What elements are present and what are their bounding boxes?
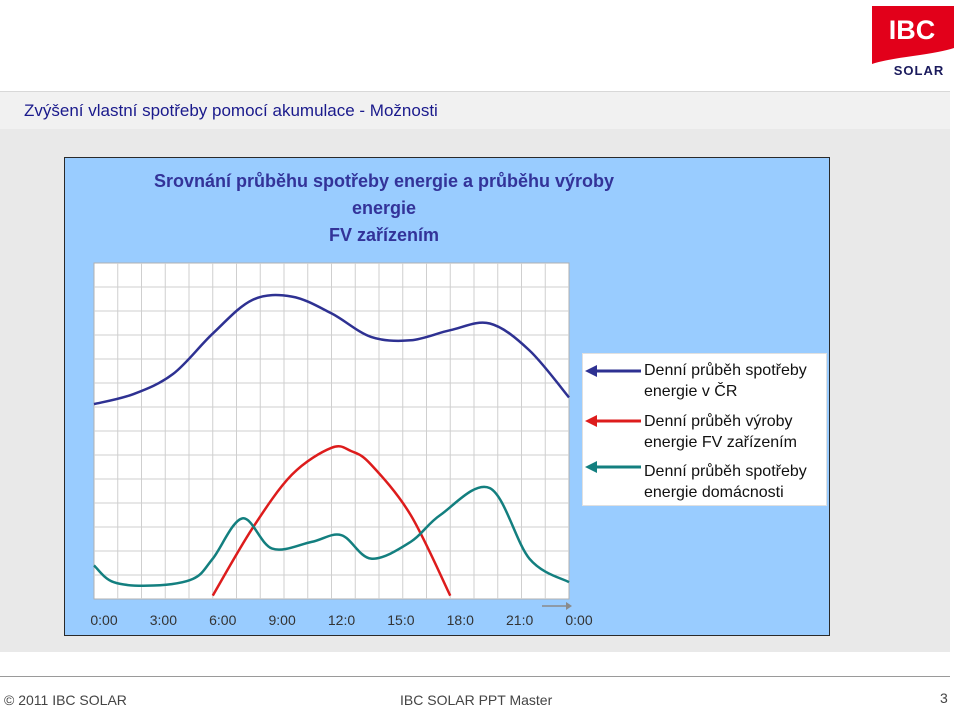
legend-markers — [585, 365, 641, 473]
page-title: Zvýšení vlastní spotřeby pomocí akumulac… — [24, 101, 438, 120]
chart-title: Srovnání průběhu spotřeby energie a průb… — [134, 168, 634, 249]
chart-title-line2: FV zařízením — [328, 225, 440, 245]
x-tick-label: 9:00 — [269, 612, 296, 628]
x-tick-label: 15:0 — [387, 612, 414, 628]
x-axis-ticks: 0:00 3:00 6:00 9:00 12:0 15:0 18:0 21:0 0:00 — [90, 612, 592, 628]
x-axis-arrow — [542, 602, 572, 610]
x-tick-label: 3:00 — [150, 612, 177, 628]
x-tick-label: 0:00 — [565, 612, 592, 628]
legend-marker-cr — [585, 365, 641, 377]
series-line-fv-production — [211, 445, 452, 597]
ibc-solar-logo-graphic: IBC SOLAR — [872, 6, 954, 78]
chart-title-line1: Srovnání průběhu spotřeby energie a průb… — [153, 171, 615, 218]
x-tick-label: 12:0 — [328, 612, 355, 628]
footer-copyright: © 2011 IBC SOLAR — [4, 692, 127, 708]
title-band — [0, 91, 950, 130]
x-tick-label: 6:00 — [209, 612, 236, 628]
legend-marker-fv — [585, 415, 641, 427]
x-tick-label: 21:0 — [506, 612, 533, 628]
x-tick-label: 0:00 — [90, 612, 117, 628]
footer-divider — [0, 676, 950, 677]
logo-brand-top: IBC — [889, 15, 936, 45]
series-line-cr-consumption — [93, 293, 570, 406]
legend-label-household: Denní průběh spotřeby energie domácnosti — [644, 463, 807, 501]
grid — [94, 263, 569, 599]
legend-label-cr: Denní průběh spotřeby energie v ČR — [644, 362, 807, 400]
axis-arrow-head — [566, 602, 572, 610]
logo-red-shape — [872, 6, 954, 64]
chart-legend: Denní průběh spotřeby energie v ČR Denní… — [582, 353, 827, 506]
page-number: 3 — [940, 690, 948, 706]
legend-label-fv: Denní průběh výroby energie FV zařízením — [644, 413, 797, 451]
legend-marker-household — [585, 461, 641, 473]
series-line-household-consumption — [93, 485, 570, 587]
footer-master: IBC SOLAR PPT Master — [400, 692, 553, 708]
logo-brand-bottom: SOLAR — [894, 63, 945, 76]
ibc-solar-logo: IBC SOLAR — [872, 6, 954, 78]
x-tick-label: 18:0 — [447, 612, 474, 628]
series-lines — [93, 293, 570, 597]
